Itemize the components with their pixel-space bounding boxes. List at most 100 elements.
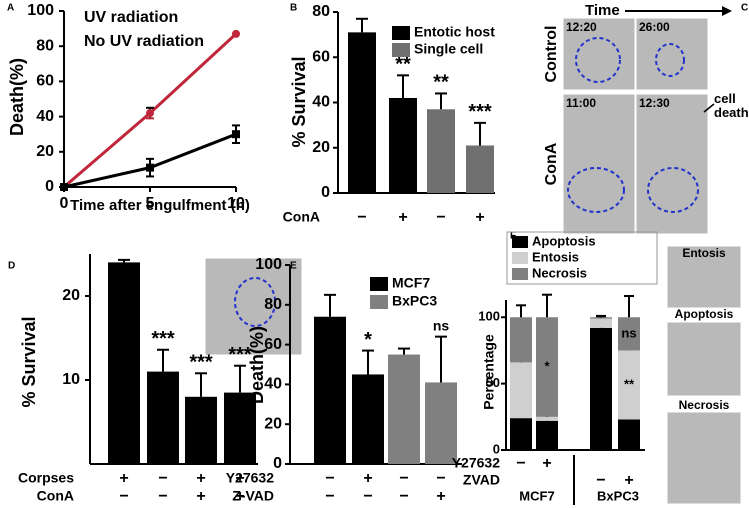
condition-label: ConA: [283, 209, 320, 225]
row-label: Control: [543, 26, 560, 83]
y-tick-label: 60: [264, 336, 282, 353]
y-tick-label: 100: [27, 2, 54, 19]
panel-label: B: [290, 3, 297, 14]
y-tick-label: 80: [264, 296, 282, 313]
condition-sign: −: [119, 488, 128, 505]
legend-swatch: [512, 268, 528, 280]
condition-sign: +: [436, 488, 445, 505]
cell-outline: [234, 277, 276, 327]
condition-sign: +: [363, 470, 372, 487]
condition-sign: −: [436, 470, 445, 487]
bar: [388, 354, 420, 464]
condition-sign: +: [235, 470, 244, 487]
y-axis-label: Death(%): [7, 58, 27, 136]
y-axis-label: % Survival: [289, 56, 309, 147]
legend-swatch: [392, 43, 410, 57]
significance: ***: [228, 344, 252, 366]
bar: [108, 262, 140, 464]
bar: [427, 109, 455, 193]
error-bar: [624, 295, 634, 318]
y-axis-label: Percentage: [481, 334, 497, 410]
y-tick-label: 20: [312, 139, 330, 156]
error-bar: [435, 92, 447, 110]
pointer: [703, 103, 715, 113]
legend-label: Entotic host: [414, 24, 495, 40]
error-bar: [157, 348, 169, 372]
legend-swatch: [512, 252, 528, 264]
bar-segment: [618, 419, 640, 450]
error-bar: [516, 304, 526, 318]
annotation: cell death: [714, 91, 749, 120]
y-tick-label: 0: [273, 455, 282, 472]
legend-label: No UV radiation: [84, 33, 204, 50]
bar-segment: [536, 420, 558, 450]
error-bar: [596, 314, 606, 318]
data-point: [146, 109, 154, 118]
bar-segment: [510, 418, 532, 450]
cell-outline: [655, 43, 685, 77]
condition-sign: −: [357, 209, 366, 226]
legend-label: Entosis: [532, 249, 579, 264]
y-axis-label: Death(%): [247, 326, 267, 404]
y-tick-label: 80: [36, 37, 54, 54]
bar-segment: [590, 318, 612, 328]
bar: [352, 374, 384, 464]
condition-sign: +: [235, 488, 244, 505]
y-tick-label: 100: [255, 256, 282, 273]
cell-outline: [575, 37, 621, 83]
condition-sign: +: [624, 472, 633, 489]
timestamp: 12:30: [639, 96, 670, 110]
x-tick-label: 10: [227, 195, 245, 212]
condition-sign: −: [158, 488, 167, 505]
bar-segment: [510, 317, 532, 363]
condition-sign: −: [325, 470, 334, 487]
y-axis-label: % Survival: [19, 316, 39, 407]
cell-outline: [647, 167, 699, 213]
condition-sign: +: [196, 488, 205, 505]
panel-label: D: [8, 261, 15, 272]
condition-sign: −: [399, 470, 408, 487]
condition-sign: +: [475, 209, 484, 226]
timestamp: 12:20: [566, 20, 597, 34]
condition-label: ZVAD: [463, 472, 500, 488]
micrograph: [666, 321, 742, 397]
legend-label: BxPC3: [392, 293, 437, 309]
legend-label: MCF7: [392, 275, 430, 291]
error-bar: [435, 335, 447, 383]
significance: **: [395, 54, 411, 76]
group-label: BxPC3: [597, 488, 639, 503]
condition-label: Corpses: [18, 470, 74, 486]
bar-segment: [590, 327, 612, 450]
y-tick-label: 0: [493, 441, 500, 456]
condition-sign: −: [516, 455, 525, 472]
data-point: [60, 183, 68, 191]
error-bar: [474, 121, 486, 146]
condition-label: Y27632: [226, 470, 274, 486]
significance: ns: [433, 317, 450, 333]
image-label: Necrosis: [679, 398, 730, 412]
error-bar: [356, 17, 368, 33]
y-tick-label: 20: [36, 143, 54, 160]
legend-swatch: [512, 236, 528, 248]
significance: ns: [621, 325, 636, 340]
y-tick-label: 100: [478, 309, 500, 324]
condition-label: Z-VAD: [232, 488, 274, 504]
condition-sign: +: [196, 470, 205, 487]
legend-label: Single cell: [414, 41, 483, 57]
micrograph: [562, 17, 636, 91]
panel-c-title: Time: [585, 2, 620, 19]
error-bar: [324, 293, 336, 317]
condition-label: Y27632: [452, 455, 500, 471]
y-tick-label: 20: [62, 287, 80, 304]
y-tick-label: 40: [36, 108, 54, 125]
x-axis-label: Time after engulfment (h): [70, 197, 250, 214]
significance: ***: [468, 101, 492, 123]
significance: **: [433, 72, 449, 94]
legend-swatch: [392, 26, 410, 40]
bar: [224, 392, 256, 464]
timestamp: 11:00: [566, 96, 596, 110]
row-label: ConA: [543, 142, 560, 185]
significance: ns: [540, 436, 554, 450]
y-tick-label: 0: [321, 184, 330, 201]
